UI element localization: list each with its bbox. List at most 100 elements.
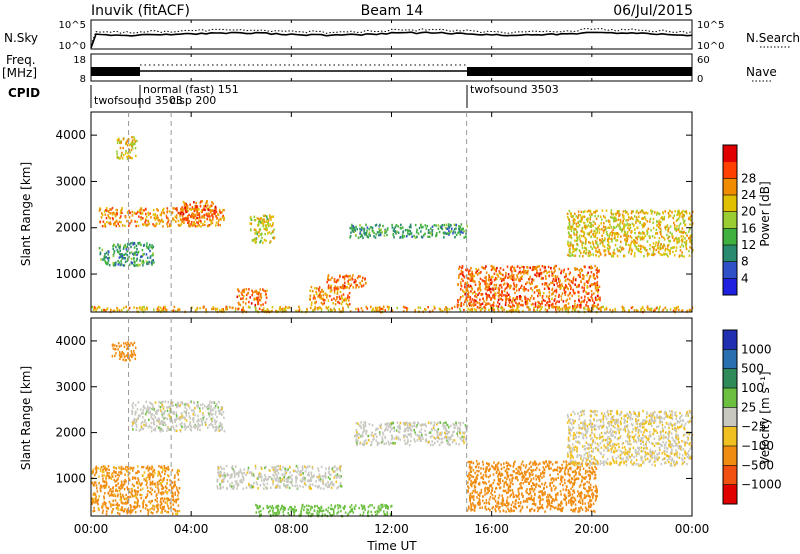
data-cell [206, 217, 208, 221]
data-cell [370, 433, 373, 437]
data-cell [134, 252, 136, 255]
data-cell [210, 222, 212, 226]
data-cell [199, 205, 202, 208]
data-cell [219, 474, 221, 477]
data-cell [596, 242, 598, 245]
data-cell [604, 226, 607, 229]
data-cell [192, 216, 195, 219]
data-cell [209, 410, 212, 413]
data-cell [126, 486, 128, 489]
data-cell [407, 439, 409, 442]
data-cell [598, 231, 601, 234]
data-cell [633, 255, 636, 258]
data-cell [583, 286, 585, 290]
data-cell [110, 222, 112, 226]
data-cell [208, 218, 211, 221]
data-cell [660, 216, 663, 220]
data-cell [116, 139, 119, 142]
data-cell [678, 209, 680, 212]
data-cell [432, 443, 434, 447]
data-cell [361, 309, 364, 313]
data-cell [290, 482, 293, 485]
data-cell [184, 416, 186, 420]
data-cell [289, 481, 291, 484]
data-cell [556, 282, 558, 285]
data-cell [596, 250, 599, 254]
data-cell [407, 425, 409, 429]
data-cell [113, 478, 116, 482]
data-cell [540, 272, 542, 276]
data-cell [479, 271, 481, 275]
data-cell [607, 250, 610, 253]
data-cell [242, 309, 245, 312]
data-cell [577, 291, 580, 294]
data-cell [105, 502, 107, 505]
data-cell [319, 291, 322, 294]
data-cell [587, 297, 589, 300]
data-cell [150, 216, 152, 219]
data-cell [407, 230, 409, 233]
data-cell [279, 467, 281, 471]
data-cell [181, 215, 184, 218]
data-cell [633, 239, 635, 242]
data-cell [322, 487, 325, 490]
data-cell [147, 213, 150, 217]
data-cell [161, 422, 163, 425]
data-cell [272, 236, 274, 240]
data-cell [216, 307, 219, 311]
data-cell [182, 211, 184, 214]
data-cell [688, 254, 691, 257]
data-cell [153, 408, 155, 411]
data-cell [410, 226, 412, 229]
data-cell [125, 465, 127, 469]
data-cell [139, 414, 141, 417]
data-cell [569, 291, 571, 295]
data-cell [221, 426, 223, 429]
data-cell [472, 303, 474, 306]
data-cell [565, 275, 567, 278]
data-cell [197, 428, 199, 431]
data-cell [318, 473, 321, 476]
data-cell [120, 263, 123, 266]
data-cell [475, 295, 478, 299]
data-cell [249, 486, 251, 489]
data-cell [375, 223, 378, 227]
data-cell [462, 271, 464, 274]
data-cell [214, 205, 217, 209]
data-cell [494, 268, 497, 272]
data-cell [539, 309, 541, 312]
data-cell [561, 307, 563, 310]
data-cell [262, 303, 264, 306]
data-cell [451, 434, 453, 437]
data-cell [518, 270, 521, 274]
data-cell [466, 268, 469, 271]
data-cell [231, 487, 234, 490]
data-cell [496, 277, 498, 281]
data-cell [91, 500, 93, 503]
data-cell [142, 253, 144, 256]
data-cell [146, 481, 148, 484]
data-cell [689, 218, 692, 221]
data-cell [283, 309, 286, 312]
data-cell [685, 210, 688, 213]
data-cell [491, 267, 494, 270]
data-cell [485, 278, 488, 281]
data-cell [214, 425, 216, 429]
data-cell [437, 421, 439, 425]
data-cell [197, 404, 199, 407]
data-cell [602, 305, 604, 308]
data-cell [474, 295, 476, 298]
data-cell [440, 437, 442, 441]
data-cell [684, 223, 687, 226]
data-cell [399, 421, 402, 425]
data-cell [140, 496, 142, 500]
data-cell [157, 409, 159, 412]
data-cell [554, 274, 557, 278]
data-cell [177, 469, 179, 472]
data-cell [251, 485, 253, 488]
data-cell [493, 283, 496, 287]
data-cell [612, 309, 614, 312]
data-cell [509, 298, 511, 302]
data-cell [490, 291, 492, 294]
data-cell [114, 263, 117, 266]
